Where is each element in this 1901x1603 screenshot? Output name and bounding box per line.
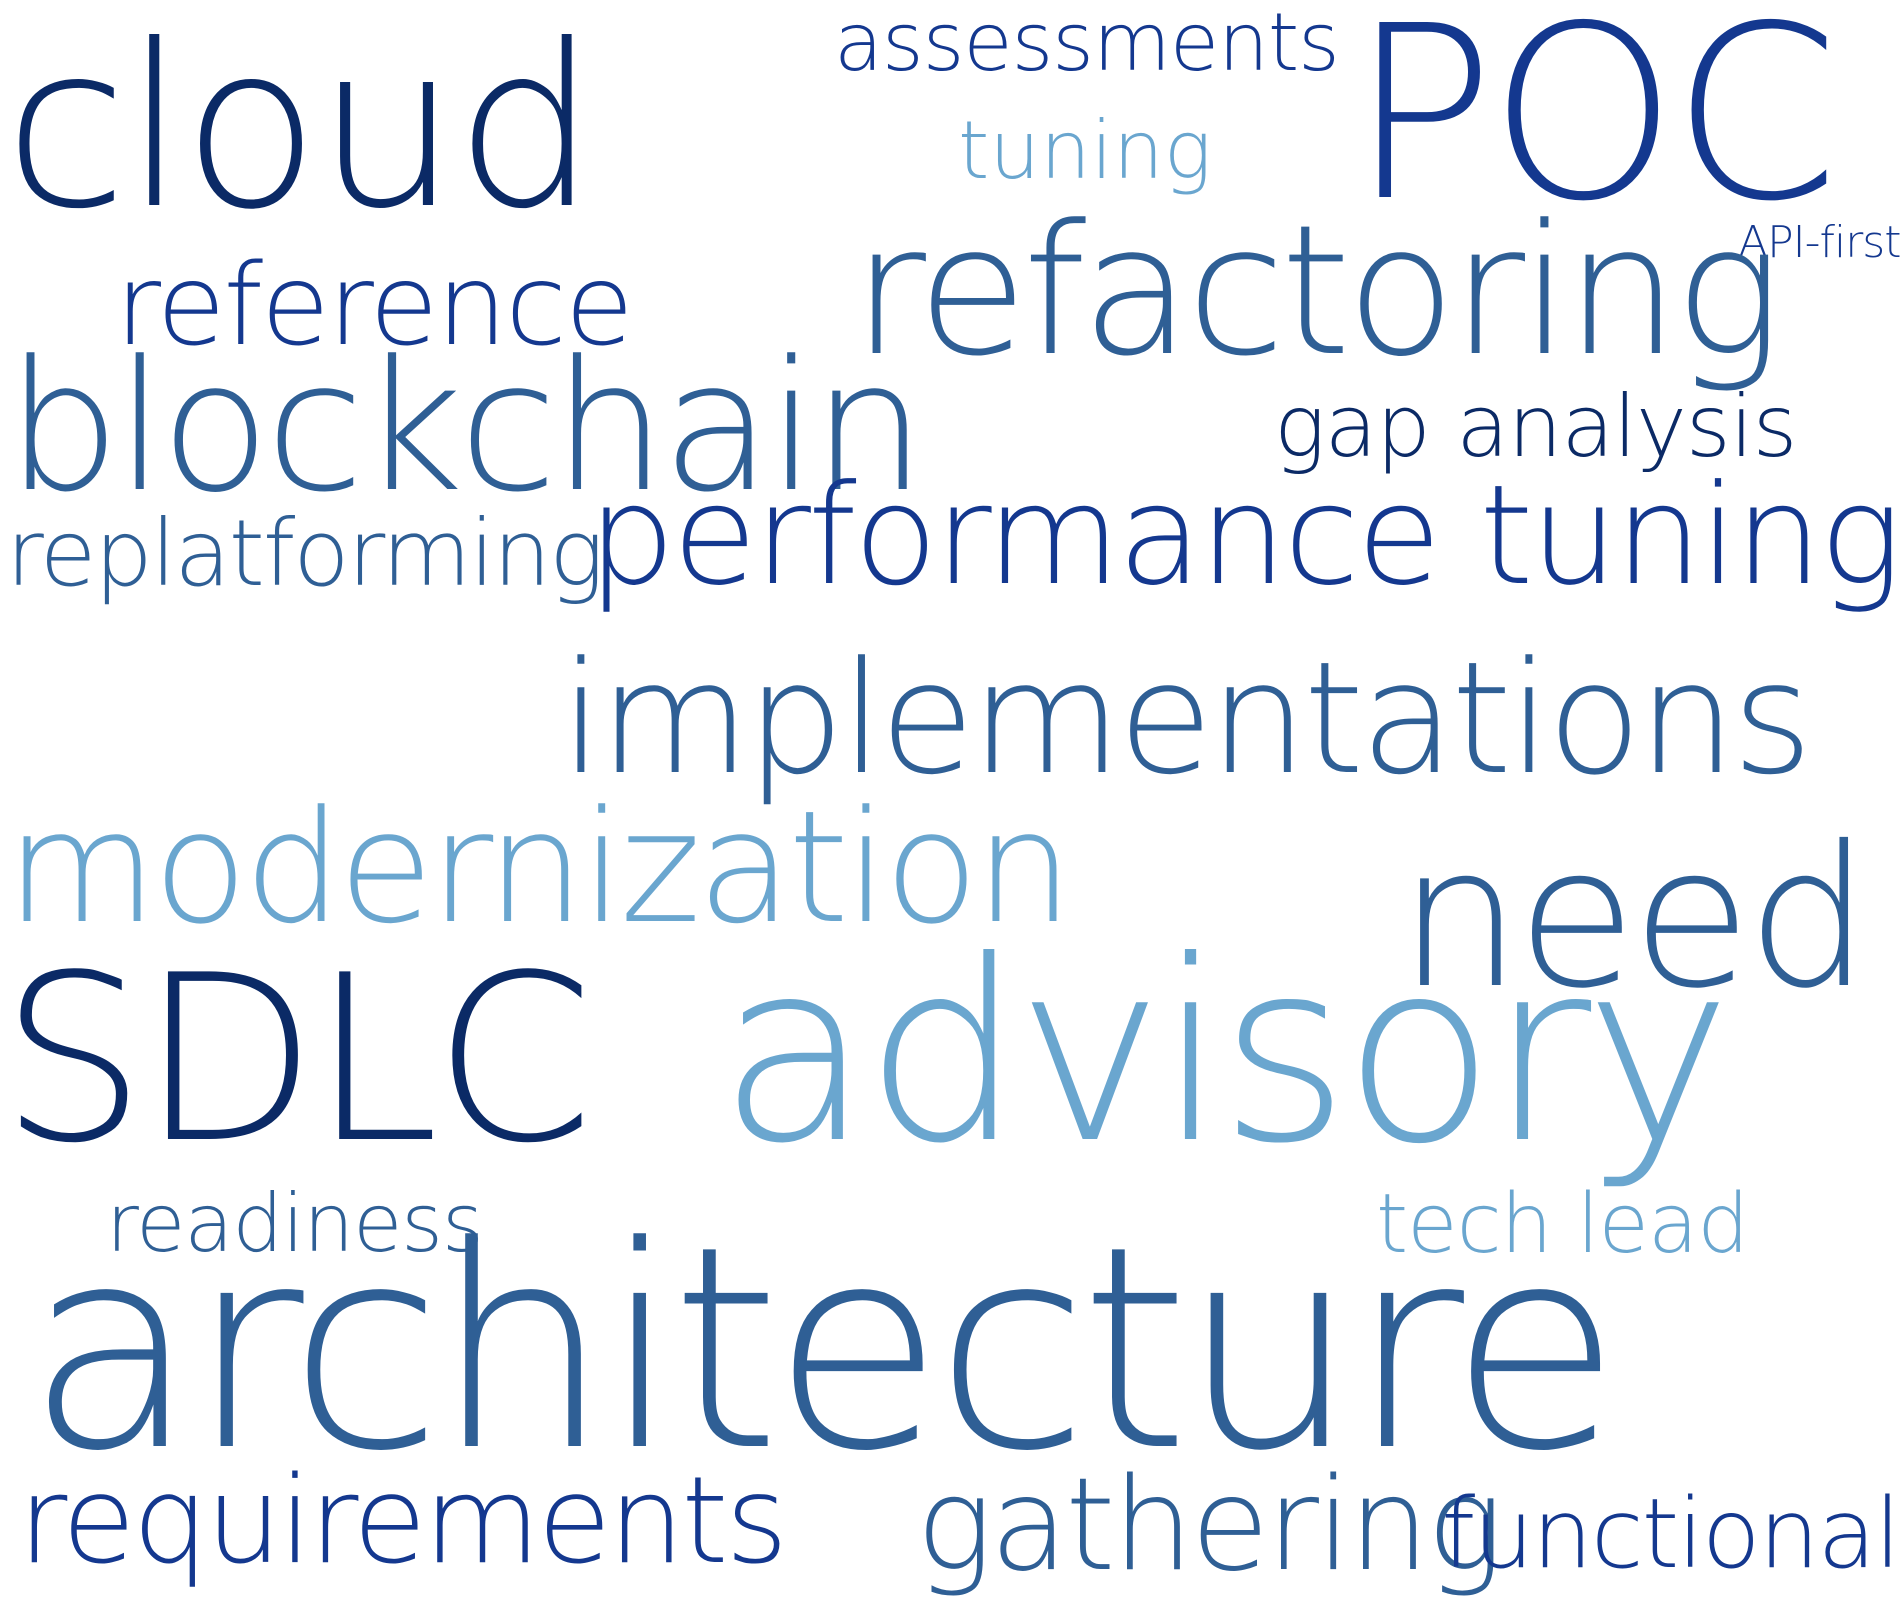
word-requirements: requirements <box>18 1452 788 1591</box>
word-cloud: cloud <box>4 0 597 259</box>
word-modernization: modernization <box>6 777 1073 958</box>
word-tuning: tuning <box>958 104 1212 197</box>
word-gap-analysis: gap analysis <box>1274 377 1797 477</box>
word-blockchain: blockchain <box>6 323 926 532</box>
word-assessments: assessments <box>834 0 1340 89</box>
word-refactoring: refactoring <box>852 187 1782 396</box>
word-readiness: readiness <box>106 1177 484 1270</box>
word-poc: POC <box>1350 0 1839 254</box>
word-reference: reference <box>115 241 634 371</box>
word-tech-lead: tech lead <box>1376 1177 1749 1272</box>
word-api-first: API-first <box>1738 217 1901 268</box>
word-gathering: gathering <box>916 1451 1503 1600</box>
word-need: need <box>1398 804 1870 1031</box>
word-sdlc: SDLC <box>0 927 594 1194</box>
word-architecture: architecture <box>26 1187 1621 1513</box>
word-performance-tuning: performance tuning <box>587 455 1901 616</box>
word-implementations: implementations <box>560 628 1813 809</box>
word-advisory: advisory <box>718 907 1732 1198</box>
word-replatforming: replatforming <box>6 500 604 607</box>
word-functional: functional <box>1441 1478 1901 1590</box>
